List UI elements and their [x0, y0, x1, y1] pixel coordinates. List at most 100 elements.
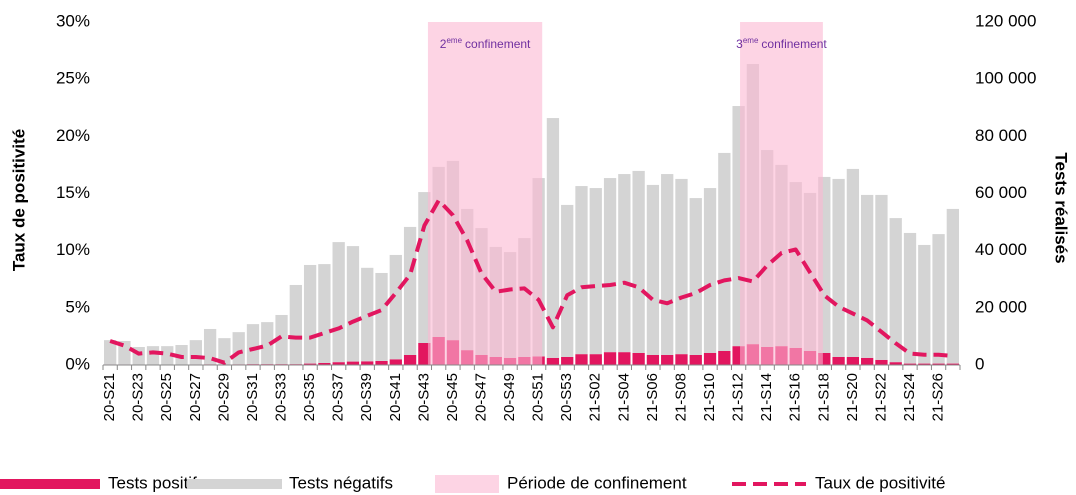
- bar: [203, 328, 217, 365]
- x-tick-label: 20-S41: [387, 373, 404, 421]
- bar: [603, 178, 617, 353]
- legend-label: Tests négatifs: [289, 473, 393, 492]
- bar: [546, 118, 560, 358]
- bar: [832, 356, 845, 365]
- bar: [589, 354, 602, 365]
- bar: [146, 346, 160, 365]
- bar: [275, 314, 288, 365]
- bar: [375, 360, 388, 365]
- bar: [689, 354, 702, 365]
- x-tick-label: 20-S31: [244, 373, 261, 421]
- bar: [346, 246, 360, 362]
- x-tick-label: 21-S08: [672, 373, 689, 421]
- y-tick-label: 5%: [65, 297, 90, 316]
- bar: [246, 324, 260, 365]
- bar: [118, 340, 131, 365]
- x-tick-label: 21-S06: [644, 373, 661, 421]
- confinement-period: [427, 22, 543, 365]
- bar: [618, 174, 631, 353]
- period-annotation: 3eme confinement: [736, 36, 827, 51]
- x-tick-label: 21-S12: [730, 373, 747, 421]
- x-tick-label: 21-S10: [701, 373, 718, 421]
- bar: [589, 188, 602, 355]
- x-tick-label: 20-S39: [358, 373, 375, 421]
- x-tick-label: 20-S27: [187, 373, 204, 421]
- bar: [903, 363, 917, 365]
- x-tick-label: 20-S45: [444, 373, 461, 421]
- bar: [361, 267, 374, 362]
- bar: [632, 170, 645, 353]
- bar: [918, 244, 931, 364]
- period-number: 3: [736, 37, 743, 51]
- line-series: [109, 198, 954, 365]
- x-tick-label: 21-S22: [872, 373, 889, 421]
- bar: [175, 344, 188, 365]
- bar: [389, 359, 402, 365]
- bar: [603, 352, 617, 365]
- bar: [675, 178, 688, 355]
- bar: [375, 272, 388, 361]
- y-tick-label: 0%: [65, 354, 90, 373]
- bar: [332, 362, 345, 365]
- x-tick-label: 20-S29: [215, 373, 232, 421]
- bar: [946, 208, 959, 364]
- x-tick-label: 21-S16: [787, 373, 804, 421]
- bar: [289, 284, 302, 365]
- bar: [261, 322, 274, 365]
- period-annotation: 2eme confinement: [440, 36, 531, 51]
- y2-tick-label: 40 000: [975, 240, 1027, 259]
- bar: [403, 354, 417, 365]
- bar: [618, 352, 631, 365]
- bar: [632, 352, 645, 365]
- bar: [218, 338, 231, 365]
- bar: [846, 356, 860, 365]
- bar: [903, 232, 917, 364]
- y-tick-label: 15%: [56, 183, 90, 202]
- x-tick-label: 20-S43: [415, 373, 432, 421]
- x-tick-label: 20-S21: [101, 373, 118, 421]
- bar: [718, 350, 731, 365]
- y-axis-title: Taux de positivité: [9, 129, 28, 271]
- bar: [646, 354, 660, 365]
- x-tick-label: 20-S33: [273, 373, 290, 421]
- bar: [104, 340, 117, 365]
- y2-tick-label: 120 000: [975, 11, 1036, 30]
- bar: [718, 152, 731, 351]
- legend-swatch: [187, 479, 282, 489]
- bar: [389, 254, 402, 360]
- y2-axis-title: Tests réalisés: [1052, 152, 1071, 263]
- bar: [646, 184, 660, 355]
- bar: [403, 226, 417, 355]
- x-tick-label: 21-S02: [587, 373, 604, 421]
- bar: [661, 174, 674, 355]
- confinement-period: [740, 22, 823, 365]
- bar: [303, 264, 317, 364]
- bar: [561, 204, 574, 357]
- bar: [875, 359, 888, 365]
- y2-tick-label: 0: [975, 354, 984, 373]
- x-tick-label: 21-S14: [758, 373, 775, 421]
- legend-label: Taux de positivité: [815, 473, 945, 492]
- bar: [575, 186, 588, 355]
- legend-label: Tests positifs: [108, 473, 205, 492]
- y2-tick-label: 80 000: [975, 126, 1027, 145]
- bar: [661, 354, 674, 365]
- bar: [889, 218, 902, 363]
- y-tick-label: 25%: [56, 69, 90, 88]
- bar: [932, 363, 945, 365]
- x-tick-label: 20-S25: [158, 373, 175, 421]
- period-number: 2: [440, 37, 447, 51]
- period-text: confinement: [465, 37, 531, 51]
- x-tick-label: 21-S26: [930, 373, 947, 421]
- y-tick-label: 10%: [56, 240, 90, 259]
- legend-swatch: [435, 475, 499, 493]
- bar: [889, 362, 902, 365]
- bar: [875, 194, 888, 360]
- x-tick-label: 20-S49: [501, 373, 518, 421]
- y2-tick-label: 20 000: [975, 297, 1027, 316]
- bar: [832, 178, 845, 357]
- bar: [232, 332, 245, 365]
- x-tick-label: 21-S04: [615, 373, 632, 421]
- period-suffix: eme: [743, 36, 759, 45]
